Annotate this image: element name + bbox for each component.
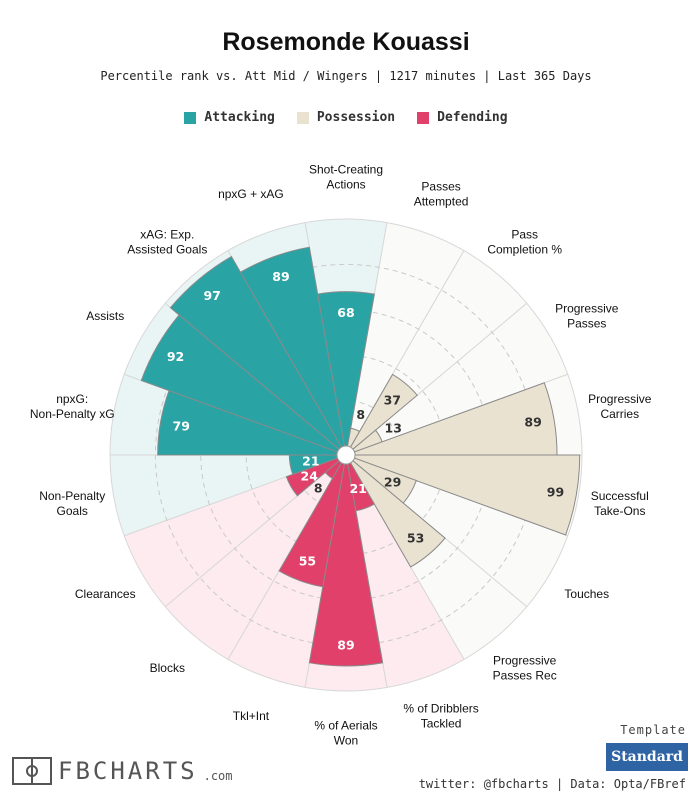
category-label-passes-attempted: Passes Attempted xyxy=(414,179,469,208)
value-label-of-aerials-won: 89 xyxy=(337,638,354,653)
credits: twitter: @fbcharts | Data: Opta/FBref xyxy=(418,777,686,791)
legend-label-possession: Possession xyxy=(316,110,396,125)
value-label-tkl-int: 55 xyxy=(299,554,316,569)
legend-label-attacking: Attacking xyxy=(204,110,275,125)
legend-swatch-defending xyxy=(417,111,430,124)
value-label-of-dribblers-tackled: 21 xyxy=(349,481,366,496)
category-label-blocks: Blocks xyxy=(150,661,185,675)
category-label-npxg-non-penalty-xg: npxG: Non-Penalty xG xyxy=(30,392,115,421)
value-label-npxg-non-penalty-xg: 79 xyxy=(173,418,190,433)
template-label: Template xyxy=(620,723,686,737)
category-label-non-penalty-goals: Non-Penalty Goals xyxy=(39,489,105,518)
value-label-clearances: 24 xyxy=(301,469,319,484)
value-label-non-penalty-goals: 21 xyxy=(302,454,319,469)
category-label-shot-creating-actions: Shot-Creating Actions xyxy=(309,163,383,192)
pitch-icon xyxy=(12,757,52,785)
value-label-shot-creating-actions: 68 xyxy=(337,305,354,320)
value-label-touches: 29 xyxy=(384,474,401,489)
value-label-xag-exp-assisted-goals: 97 xyxy=(203,288,220,303)
legend-item-possession: Possession xyxy=(296,110,396,125)
chart-subtitle: Percentile rank vs. Att Mid / Wingers | … xyxy=(100,69,592,83)
category-label-pass-completion: Pass Completion % xyxy=(487,228,562,257)
chart-title: Rosemonde Kouassi xyxy=(222,28,470,56)
category-label-of-aerials-won: % of Aerials Won xyxy=(314,719,377,748)
legend-item-defending: Defending xyxy=(417,110,508,125)
template-standard-button[interactable]: Standard xyxy=(606,743,688,771)
value-label-passes-attempted: 8 xyxy=(356,407,365,422)
category-label-tkl-int: Tkl+Int xyxy=(233,709,270,723)
logo-text: FBCHARTS xyxy=(58,757,198,785)
value-label-npxg-xag: 89 xyxy=(272,269,289,284)
category-label-progressive-carries: Progressive Carries xyxy=(588,392,652,421)
legend-label-defending: Defending xyxy=(437,110,508,125)
category-label-touches: Touches xyxy=(564,587,609,601)
fbcharts-logo: FBCHARTS .com xyxy=(12,757,233,785)
value-label-progressive-carries: 89 xyxy=(524,415,541,430)
legend-swatch-possession xyxy=(296,111,309,124)
legend-item-attacking: Attacking xyxy=(184,110,275,125)
value-label-blocks: 8 xyxy=(314,481,323,496)
value-label-progressive-passes-rec: 53 xyxy=(407,530,424,545)
value-label-assists: 92 xyxy=(167,349,184,364)
category-label-of-dribblers-tackled: % of Dribblers Tackled xyxy=(403,702,478,731)
value-label-progressive-passes: 13 xyxy=(385,420,402,435)
category-label-progressive-passes-rec: Progressive Passes Rec xyxy=(493,653,557,682)
legend-swatch-attacking xyxy=(184,111,197,124)
center-hub xyxy=(336,445,356,465)
category-label-progressive-passes: Progressive Passes xyxy=(555,302,619,331)
logo-suffix: .com xyxy=(203,769,233,783)
category-label-assists: Assists xyxy=(86,309,124,323)
value-label-pass-completion: 37 xyxy=(384,392,401,407)
category-label-successful-take-ons: Successful Take-Ons xyxy=(591,489,649,518)
value-label-successful-take-ons: 99 xyxy=(547,484,564,499)
category-label-clearances: Clearances xyxy=(75,587,136,601)
legend: Attacking Possession Defending xyxy=(0,110,692,125)
category-label-xag-exp-assisted-goals: xAG: Exp. Assisted Goals xyxy=(127,228,207,257)
category-label-npxg-xag: npxG + xAG xyxy=(218,187,284,201)
